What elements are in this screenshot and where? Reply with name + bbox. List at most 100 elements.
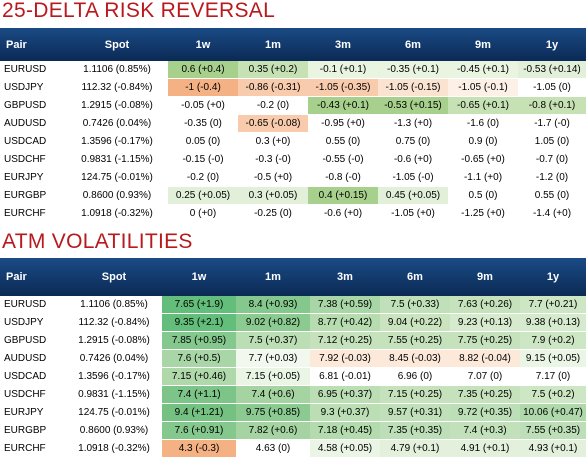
spot-cell: 0.9831 (-1.15%)	[66, 150, 168, 169]
value-cell: 7.82 (+0.6)	[236, 421, 310, 440]
value-cell: -0.35 (0)	[168, 114, 238, 133]
value-cell: 0.35 (+0.2)	[238, 61, 308, 79]
table-row: GBPUSD 1.2915 (-0.08%) 7.85 (+0.95) 7.5 (+0…	[0, 331, 586, 350]
value-cell: 4.63 (0)	[236, 439, 310, 458]
value-cell: 7.4 (+0.3)	[450, 421, 520, 440]
spot-cell: 0.8600 (0.93%)	[66, 186, 168, 205]
value-cell: 7.75 (+0.25)	[450, 331, 520, 350]
pair-cell: USDCAD	[0, 132, 66, 151]
value-cell: -0.7 (0)	[518, 150, 586, 169]
table-row: EURGBP 0.8600 (0.93%) 0.25 (+0.05) 0.3 (+0.…	[0, 186, 586, 205]
value-cell: 6.81 (-0.01)	[310, 367, 380, 386]
spot-cell: 1.1106 (0.85%)	[66, 61, 168, 79]
value-cell: 7.55 (+0.35)	[520, 421, 586, 440]
value-cell: -1.2 (0)	[518, 168, 586, 187]
pair-cell: EURGBP	[0, 186, 66, 205]
value-cell: -0.15 (-0)	[168, 150, 238, 169]
value-cell: -1.05 (0)	[518, 78, 586, 97]
column-header: 1y	[520, 258, 586, 296]
value-cell: 7.18 (+0.45)	[310, 421, 380, 440]
value-cell: 7.12 (+0.25)	[310, 331, 380, 350]
column-header: Pair	[0, 258, 66, 296]
value-cell: 0.6 (+0.4)	[168, 61, 238, 79]
value-cell: 9.75 (+0.85)	[236, 403, 310, 422]
value-cell: 9.23 (+0.13)	[450, 313, 520, 332]
table-row: USDJPY 112.32 (-0.84%) 9.35 (+2.1) 9.02 (+0…	[0, 313, 586, 332]
risk-reversal-title: 25-DELTA RISK REVERSAL	[2, 0, 276, 22]
value-cell: 1.05 (0)	[518, 132, 586, 151]
table-row: USDCHF 0.9831 (-1.15%) -0.15 (-0) -0.3 (-0)…	[0, 150, 586, 169]
value-cell: 8.77 (+0.42)	[310, 313, 380, 332]
value-cell: 7.7 (+0.03)	[236, 349, 310, 368]
value-cell: 9.38 (+0.13)	[520, 313, 586, 332]
pair-cell: AUDUSD	[0, 349, 66, 368]
value-cell: 9.3 (+0.37)	[310, 403, 380, 422]
spot-cell: 1.1106 (0.85%)	[66, 296, 162, 314]
value-cell: 9.57 (+0.31)	[380, 403, 450, 422]
value-cell: 7.38 (+0.59)	[310, 296, 380, 314]
value-cell: -0.8 (+0.1)	[518, 96, 586, 115]
spot-cell: 0.7426 (0.04%)	[66, 114, 168, 133]
header-row: Pair Spot 1w 1m 3m 6m 9m 1y	[0, 28, 586, 61]
value-cell: 6.96 (0)	[380, 367, 450, 386]
table-row: EURJPY 124.75 (-0.01%) 9.4 (+1.21) 9.75 (+0…	[0, 403, 586, 422]
value-cell: -1.4 (+0)	[518, 204, 586, 223]
value-cell: 7.55 (+0.25)	[380, 331, 450, 350]
value-cell: 7.35 (+0.25)	[450, 385, 520, 404]
value-cell: 7.35 (+0.35)	[380, 421, 450, 440]
column-header: 3m	[308, 28, 378, 61]
pair-cell: USDCAD	[0, 367, 66, 386]
value-cell: -0.65 (+0)	[448, 150, 518, 169]
value-cell: 0 (+0)	[168, 204, 238, 223]
value-cell: 9.02 (+0.82)	[236, 313, 310, 332]
spot-cell: 1.2915 (-0.08%)	[66, 96, 168, 115]
value-cell: 7.17 (0)	[520, 367, 586, 386]
pair-cell: USDCHF	[0, 150, 66, 169]
value-cell: -0.35 (+0.1)	[378, 61, 448, 79]
column-header: 1w	[168, 28, 238, 61]
pair-cell: EURCHF	[0, 439, 66, 458]
column-header: 6m	[380, 258, 450, 296]
pair-cell: EURJPY	[0, 168, 66, 187]
risk-reversal-table: Pair Spot 1w 1m 3m 6m 9m 1y EURUSD 1.1106 (0.85%)…	[0, 28, 586, 223]
column-header: 1y	[518, 28, 586, 61]
value-cell: 0.55 (0)	[308, 132, 378, 151]
spot-cell: 112.32 (-0.84%)	[66, 313, 162, 332]
value-cell: -0.55 (-0)	[308, 150, 378, 169]
value-cell: -1 (-0.4)	[168, 78, 238, 97]
value-cell: 7.15 (+0.05)	[236, 367, 310, 386]
table-row: EURJPY 124.75 (-0.01%) -0.2 (0) -0.5 (+0) -0…	[0, 168, 586, 187]
value-cell: -0.3 (-0)	[238, 150, 308, 169]
value-cell: 7.85 (+0.95)	[162, 331, 236, 350]
value-cell: 7.65 (+1.9)	[162, 296, 236, 314]
spot-cell: 1.0918 (-0.32%)	[66, 204, 168, 223]
value-cell: 4.93 (+0.1)	[520, 439, 586, 458]
pair-cell: EURGBP	[0, 421, 66, 440]
value-cell: -0.53 (+0.14)	[518, 61, 586, 79]
value-cell: 4.79 (+0.1)	[380, 439, 450, 458]
value-cell: -1.6 (0)	[448, 114, 518, 133]
value-cell: -0.6 (+0)	[378, 150, 448, 169]
value-cell: 4.91 (+0.1)	[450, 439, 520, 458]
column-header: Spot	[66, 258, 162, 296]
value-cell: -0.65 (+0.1)	[448, 96, 518, 115]
pair-cell: EURJPY	[0, 403, 66, 422]
value-cell: 7.15 (+0.25)	[380, 385, 450, 404]
spot-cell: 0.9831 (-1.15%)	[66, 385, 162, 404]
pair-cell: USDCHF	[0, 385, 66, 404]
value-cell: 9.4 (+1.21)	[162, 403, 236, 422]
pair-cell: EURUSD	[0, 296, 66, 314]
value-cell: 0.3 (+0.05)	[238, 186, 308, 205]
spot-cell: 1.2915 (-0.08%)	[66, 331, 162, 350]
value-cell: -0.43 (+0.1)	[308, 96, 378, 115]
table-row: USDCHF 0.9831 (-1.15%) 7.4 (+1.1) 7.4 (+0.6…	[0, 385, 586, 404]
column-header: 9m	[448, 28, 518, 61]
atm-volatilities-table: Pair Spot 1w 1m 3m 6m 9m 1y EURUSD 1.1106 (0.85%)…	[0, 258, 586, 458]
table-row: AUDUSD 0.7426 (0.04%) -0.35 (0) -0.65 (-0.0…	[0, 114, 586, 133]
value-cell: -1.1 (+0)	[448, 168, 518, 187]
value-cell: 0.4 (+0.15)	[308, 186, 378, 205]
value-cell: 8.82 (-0.04)	[450, 349, 520, 368]
value-cell: -0.8 (-0)	[308, 168, 378, 187]
spot-cell: 0.8600 (0.93%)	[66, 421, 162, 440]
value-cell: 7.4 (+1.1)	[162, 385, 236, 404]
